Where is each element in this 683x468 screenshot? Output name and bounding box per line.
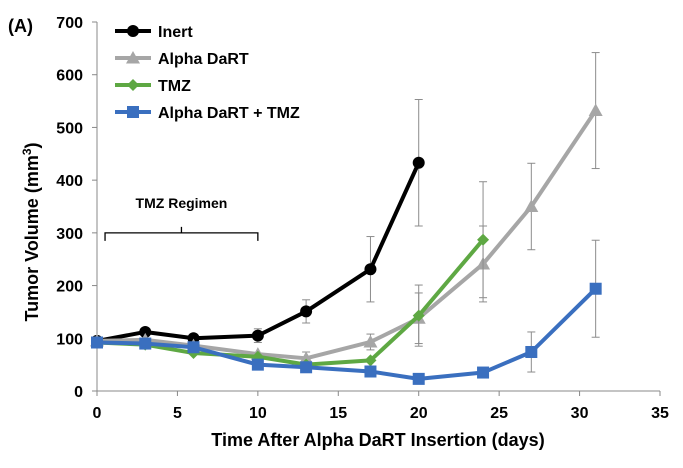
data-point: [251, 329, 264, 342]
y-axis-label: Tumor Volume (mm3): [20, 142, 42, 321]
data-point: [364, 365, 377, 378]
y-tick-label: 400: [56, 173, 83, 190]
data-point: [412, 156, 425, 169]
data-point: [363, 334, 378, 348]
y-tick-label: 600: [56, 68, 83, 85]
regimen-label: TMZ Regimen: [136, 195, 228, 211]
data-point: [589, 282, 602, 295]
tmz-regimen-annotation: TMZ Regimen: [104, 195, 259, 241]
data-point: [139, 325, 152, 338]
y-tick-label: 0: [74, 384, 83, 401]
y-tick-label: 100: [56, 331, 83, 348]
data-point: [300, 305, 313, 318]
y-axis-label-main: Tumor Volume (mm: [22, 155, 42, 321]
legend-item-inert: Inert: [115, 24, 193, 41]
y-tick-label: 700: [56, 15, 83, 32]
data-point: [91, 336, 103, 349]
data-point: [524, 199, 539, 212]
x-tick-label: 15: [329, 405, 347, 422]
legend-label: Inert: [158, 24, 193, 41]
data-point: [139, 337, 152, 350]
data-point: [412, 309, 425, 322]
data-point: [300, 361, 313, 374]
data-point: [477, 366, 490, 379]
x-tick-label: 30: [571, 405, 589, 422]
y-axis-label-close: ): [22, 142, 42, 148]
series-alpha-dart-tmz: [91, 239, 602, 385]
data-point: [588, 103, 603, 117]
data-point: [187, 341, 200, 354]
x-tick-label: 10: [249, 405, 267, 422]
x-tick-label: 0: [93, 405, 102, 422]
x-tick-label: 20: [410, 405, 428, 422]
panel-label: (A): [8, 16, 33, 36]
regimen-bracket: [104, 226, 259, 241]
legend-label: TMZ: [158, 78, 191, 95]
x-tick-label: 25: [490, 405, 508, 422]
series-inert: [91, 98, 425, 347]
legend-swatch-marker: [127, 106, 139, 118]
data-point: [299, 351, 314, 364]
data-point: [477, 233, 490, 246]
legend-swatch-marker: [127, 25, 139, 37]
axes: 0 5 10 15 20 25 30 35 0 100 200 300 400 500 600 700: [56, 15, 669, 422]
y-tick-label: 300: [56, 226, 83, 243]
data-point: [525, 345, 538, 358]
data-point: [364, 263, 377, 276]
legend: Inert Alpha DaRT TMZ Alpha DaRT + TMZ: [115, 24, 300, 122]
plot-area: [90, 52, 603, 385]
legend-label: Alpha DaRT + TMZ: [158, 105, 300, 122]
legend-swatch-marker: [126, 51, 140, 64]
legend-item-alpha-dart-tmz: Alpha DaRT + TMZ: [115, 105, 300, 122]
x-tick-label: 35: [651, 405, 669, 422]
x-tick-label: 5: [173, 405, 182, 422]
legend-swatch-marker: [127, 79, 139, 91]
series-line: [95, 286, 598, 381]
y-axis-label-superscript: 3: [20, 148, 34, 155]
y-tick-label: 200: [56, 279, 83, 296]
legend-item-alpha-dart: Alpha DaRT: [115, 51, 249, 68]
x-axis-label: Time After Alpha DaRT Insertion (days): [211, 430, 544, 450]
legend-label: Alpha DaRT: [158, 51, 249, 68]
data-point: [412, 372, 425, 385]
data-point: [251, 358, 264, 371]
y-tick-label: 500: [56, 120, 83, 137]
y-axis-title: Tumor Volume (mm3): [20, 142, 42, 321]
data-point: [364, 354, 377, 367]
series-line: [95, 108, 598, 361]
legend-item-tmz: TMZ: [115, 78, 191, 95]
